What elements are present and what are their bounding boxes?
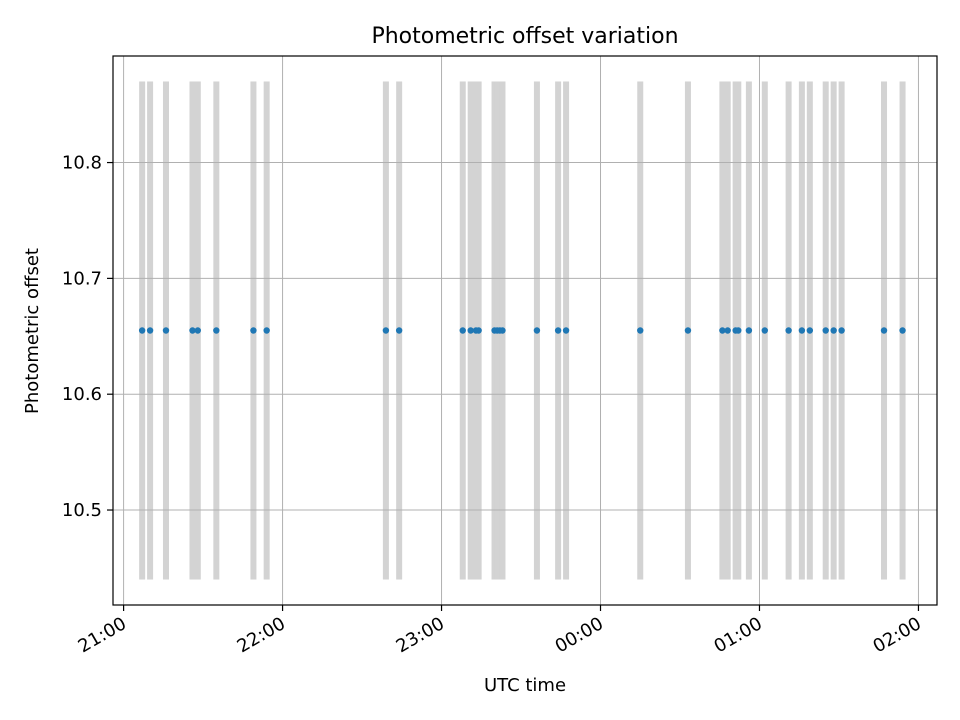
data-point (822, 327, 829, 334)
data-point (554, 327, 562, 334)
data-point (263, 327, 270, 334)
data-point (761, 327, 768, 334)
data-point (684, 327, 692, 334)
data-point (724, 327, 731, 334)
data-point (194, 327, 201, 334)
data-point (162, 327, 170, 334)
data-point (745, 327, 753, 334)
data-point (798, 327, 806, 334)
y-tick-label: 10.7 (62, 268, 102, 289)
data-point (138, 327, 146, 334)
data-point (880, 327, 888, 334)
y-axis: 10.5 10.6 10.7 10.8 (62, 153, 113, 521)
data-point (459, 327, 466, 334)
y-tick-label: 10.8 (62, 153, 102, 174)
y-axis-label: Photometric offset (22, 248, 43, 414)
data-point (899, 327, 906, 334)
x-axis-label: UTC time (484, 675, 566, 696)
data-point (806, 327, 814, 334)
data-point (475, 327, 482, 334)
data-point (533, 327, 541, 334)
chart-title: Photometric offset variation (371, 24, 678, 49)
data-point (189, 327, 196, 334)
data-point (735, 327, 742, 334)
data-point (830, 327, 837, 334)
data-point (499, 327, 506, 334)
data-point (785, 327, 792, 334)
data-point (637, 327, 644, 334)
data-point (562, 327, 570, 334)
y-tick-label: 10.6 (62, 384, 102, 405)
data-points (138, 327, 906, 334)
y-tick-label: 10.5 (62, 500, 102, 521)
data-point (382, 327, 390, 334)
data-point (467, 327, 474, 334)
data-point (838, 327, 845, 334)
data-point (395, 327, 403, 334)
data-point (250, 327, 257, 334)
plot-frame (112, 55, 938, 606)
data-point (213, 327, 220, 334)
data-point (719, 327, 726, 334)
data-point (146, 327, 154, 334)
grid-lines (113, 56, 937, 605)
